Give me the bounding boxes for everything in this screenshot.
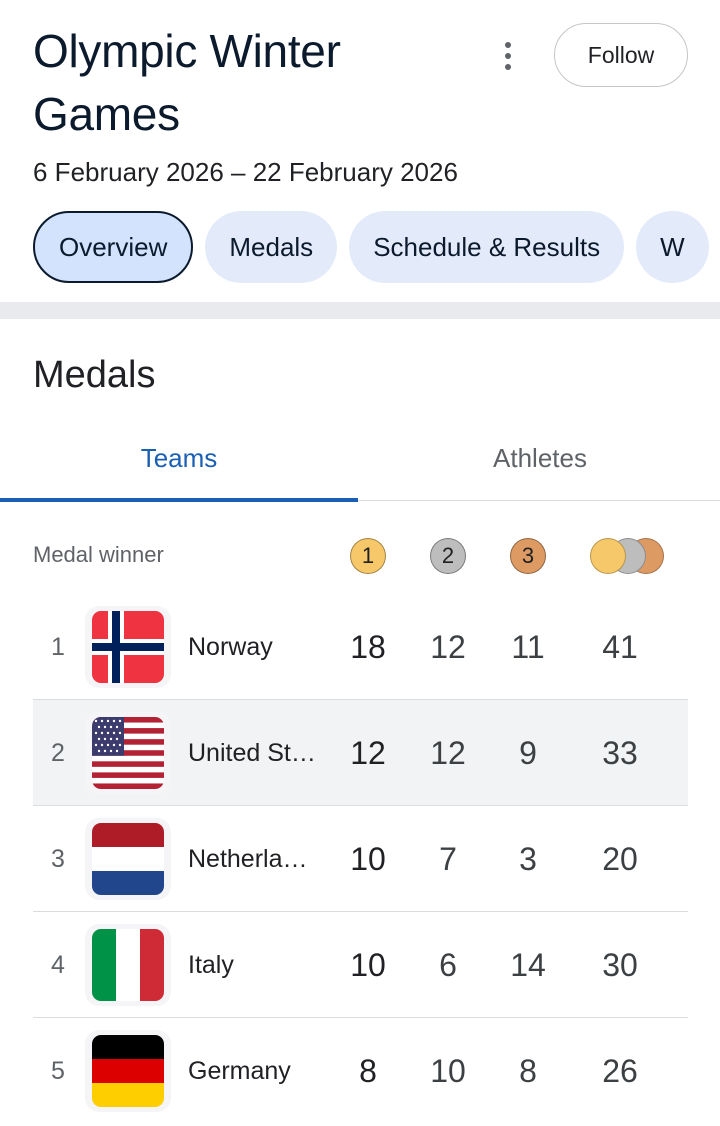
chip-more[interactable]: W bbox=[636, 211, 709, 283]
germany-flag-icon bbox=[92, 1035, 164, 1107]
table-row[interactable]: 3 Netherla… 10 7 3 20 bbox=[33, 806, 688, 912]
more-vertical-icon[interactable] bbox=[494, 36, 522, 76]
rank: 1 bbox=[51, 632, 65, 661]
gold-count: 10 bbox=[350, 946, 386, 983]
rank: 3 bbox=[51, 844, 65, 873]
tab-indicator bbox=[0, 498, 358, 502]
silver-count: 10 bbox=[430, 1052, 466, 1089]
netherlands-flag-icon bbox=[92, 823, 164, 895]
gold-medal-icon: 1 bbox=[350, 538, 386, 574]
total-count: 30 bbox=[602, 946, 638, 983]
section-chips: Overview Medals Schedule & Results W bbox=[33, 211, 720, 283]
country-name: Italy bbox=[188, 950, 234, 979]
country-name: Germany bbox=[188, 1056, 291, 1085]
rank: 2 bbox=[51, 738, 65, 767]
total-count: 20 bbox=[602, 840, 638, 877]
chip-medals[interactable]: Medals bbox=[205, 211, 338, 283]
follow-button[interactable]: Follow bbox=[554, 23, 688, 87]
medals-heading: Medals bbox=[33, 354, 156, 396]
gold-count: 18 bbox=[350, 628, 386, 665]
total-count: 41 bbox=[602, 628, 638, 665]
event-dates: 6 February 2026 – 22 February 2026 bbox=[33, 157, 458, 187]
rank: 5 bbox=[51, 1056, 65, 1085]
bronze-count: 8 bbox=[519, 1052, 537, 1089]
section-divider bbox=[0, 302, 720, 319]
silver-medal-icon: 2 bbox=[430, 538, 466, 574]
silver-count: 12 bbox=[430, 628, 466, 665]
medal-winner-label: Medal winner bbox=[33, 542, 164, 567]
country-name: Netherla… bbox=[188, 844, 308, 873]
chip-overview[interactable]: Overview bbox=[33, 211, 194, 283]
tab-athletes[interactable]: Athletes bbox=[493, 442, 587, 473]
gold-count: 12 bbox=[350, 734, 386, 771]
table-row[interactable]: 1 Norway 18 12 11 41 bbox=[33, 594, 688, 700]
table-row[interactable]: 2 bbox=[33, 700, 688, 806]
gold-count: 10 bbox=[350, 840, 386, 877]
page-title: Olympic Winter Games bbox=[33, 25, 341, 140]
total-count: 33 bbox=[602, 734, 638, 771]
medals-tabs: Teams Athletes bbox=[0, 415, 720, 502]
norway-flag-icon bbox=[92, 611, 164, 683]
rank: 4 bbox=[51, 950, 65, 979]
bronze-count: 14 bbox=[510, 946, 546, 983]
medal-table: 1 Norway 18 12 11 41 2 bbox=[33, 594, 688, 1124]
bronze-count: 9 bbox=[519, 734, 537, 771]
silver-count: 7 bbox=[439, 840, 457, 877]
chip-schedule-results[interactable]: Schedule & Results bbox=[349, 211, 625, 283]
bronze-count: 3 bbox=[519, 840, 537, 877]
medal-table-header: Medal winner 1 2 3 bbox=[33, 530, 688, 582]
total-medals-icon bbox=[586, 538, 666, 574]
silver-count: 12 bbox=[430, 734, 466, 771]
table-row[interactable]: 4 Italy 10 6 14 30 bbox=[33, 912, 688, 1018]
italy-flag-icon bbox=[92, 929, 164, 1001]
bronze-count: 11 bbox=[511, 628, 545, 665]
gold-count: 8 bbox=[359, 1052, 377, 1089]
tab-teams[interactable]: Teams bbox=[140, 442, 218, 473]
total-count: 26 bbox=[602, 1052, 638, 1089]
united-states-flag-icon bbox=[92, 717, 164, 789]
bronze-medal-icon: 3 bbox=[510, 538, 546, 574]
table-row[interactable]: 5 Germany 8 10 8 26 bbox=[33, 1018, 688, 1124]
country-name: United St… bbox=[188, 738, 316, 767]
silver-count: 6 bbox=[439, 946, 457, 983]
country-name: Norway bbox=[188, 632, 273, 661]
